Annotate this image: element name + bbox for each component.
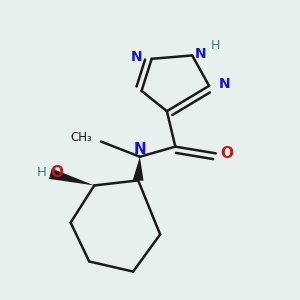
Polygon shape [133,157,144,181]
Polygon shape [49,168,94,185]
Text: CH₃: CH₃ [71,131,93,144]
Text: N: N [195,47,206,61]
Text: N: N [218,77,230,91]
Text: O: O [220,146,233,161]
Text: H: H [211,39,220,52]
Text: N: N [134,142,146,157]
Text: H: H [37,166,47,179]
Text: N: N [131,50,142,64]
Text: O: O [51,165,64,180]
